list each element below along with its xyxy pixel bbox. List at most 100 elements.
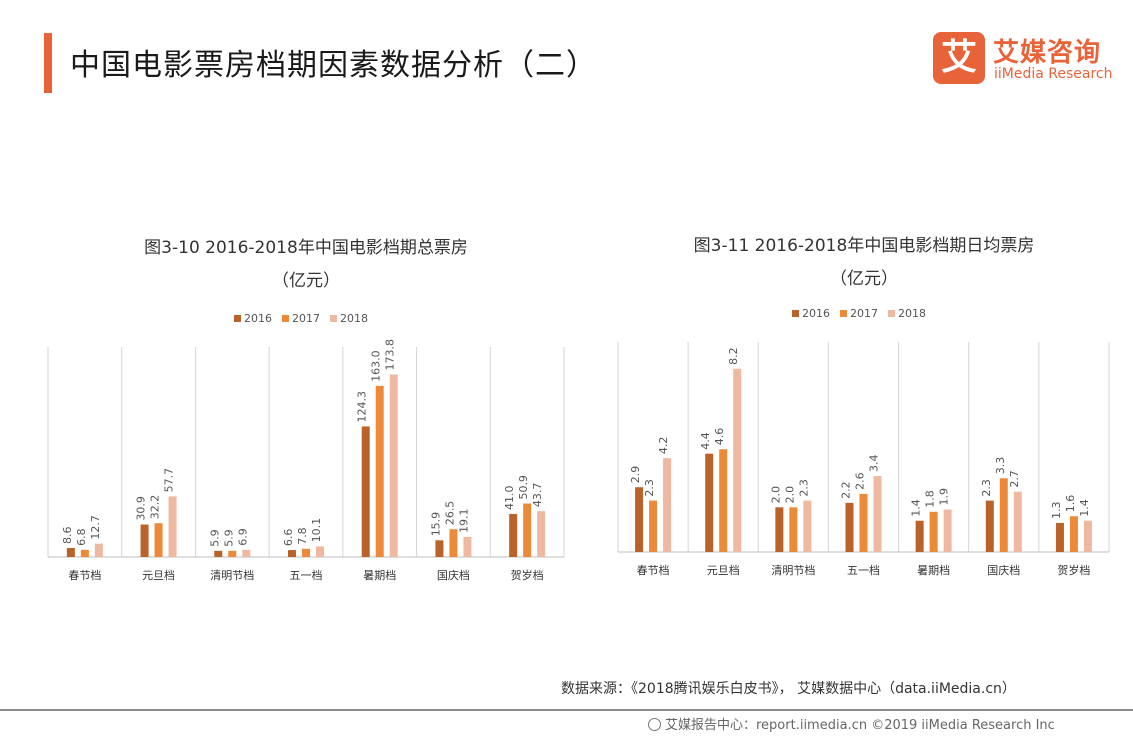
data-label: 2.3 <box>643 479 656 497</box>
bar <box>845 502 854 552</box>
bar <box>943 509 952 552</box>
bar <box>154 523 163 557</box>
data-label: 2.2 <box>840 481 853 499</box>
bar <box>1055 522 1064 552</box>
data-label: 2.9 <box>629 466 642 484</box>
bar <box>719 449 728 552</box>
data-label: 6.6 <box>282 529 295 547</box>
footer-text: 艾媒报告中心：report.iimedia.cn ©2019 iiMedia R… <box>665 718 1055 733</box>
data-label: 163.0 <box>370 350 383 382</box>
bar <box>361 426 370 557</box>
legend-swatch <box>282 315 289 322</box>
bar <box>705 453 714 552</box>
legend-swatch <box>840 310 847 317</box>
data-label: 41.0 <box>503 485 516 510</box>
bar <box>94 543 103 557</box>
data-label: 2.3 <box>980 479 993 497</box>
data-label: 2.3 <box>797 479 810 497</box>
data-label: 4.6 <box>713 428 726 446</box>
data-label: 32.2 <box>149 495 162 520</box>
data-label: 3.4 <box>868 455 881 473</box>
bar <box>66 547 75 557</box>
legend-swatch <box>792 310 799 317</box>
x-tick-label: 春节档 <box>68 568 101 582</box>
x-tick-label: 元旦档 <box>142 568 175 582</box>
footer: 艾媒报告中心：report.iimedia.cn ©2019 iiMedia R… <box>648 714 1055 733</box>
bar <box>140 524 149 557</box>
data-label: 6.8 <box>75 528 88 546</box>
bar <box>302 548 310 557</box>
x-tick-label: 国庆档 <box>987 563 1020 577</box>
data-label: 6.9 <box>236 528 249 546</box>
legend-label: 2018 <box>340 312 368 325</box>
x-tick-label: 清明节档 <box>771 563 815 577</box>
data-source: 数据来源：《2018腾讯娱乐白皮书》， 艾媒数据中心（data.iiMedia.… <box>561 681 1016 697</box>
globe-icon <box>648 718 661 731</box>
logo-english-name: iiMedia Research <box>994 66 1113 82</box>
bar <box>859 493 868 552</box>
data-label: 2.0 <box>783 486 796 504</box>
bar <box>389 374 398 557</box>
x-tick-label: 暑期档 <box>363 568 396 582</box>
bar <box>915 520 924 552</box>
bar <box>537 511 546 557</box>
data-label: 43.7 <box>531 483 544 508</box>
data-label: 1.6 <box>1064 495 1077 513</box>
data-label: 5.9 <box>208 529 221 547</box>
data-label: 30.9 <box>135 496 148 521</box>
legend-label: 2017 <box>292 312 320 325</box>
bar <box>80 549 89 557</box>
data-label: 1.4 <box>1078 499 1091 517</box>
bar <box>873 476 882 552</box>
x-tick-label: 元旦档 <box>707 563 740 577</box>
chart-2-title: 图3-11 2016-2018年中国电影档期日均票房 <box>693 236 1035 256</box>
data-label: 2.0 <box>769 486 782 504</box>
data-label: 124.3 <box>356 391 369 423</box>
x-tick-label: 五一档 <box>290 568 323 582</box>
bar <box>789 507 798 552</box>
data-label: 4.2 <box>657 437 670 455</box>
bar <box>463 536 472 557</box>
bar <box>242 549 251 557</box>
data-label: 15.9 <box>429 512 442 537</box>
legend-swatch <box>234 315 241 322</box>
bar <box>288 550 296 557</box>
footer-divider <box>0 709 1133 711</box>
bar <box>1069 516 1078 552</box>
data-label: 173.8 <box>384 339 397 371</box>
chart-1-unit: （亿元） <box>272 271 340 291</box>
data-label: 1.3 <box>1050 501 1063 519</box>
bar <box>803 500 812 552</box>
bar <box>435 540 444 557</box>
iimedia-logo: 艾 艾媒咨询 iiMedia Research <box>933 32 1113 88</box>
legend-label: 2018 <box>898 307 926 320</box>
data-label: 1.8 <box>924 490 937 508</box>
data-label: 8.2 <box>727 347 740 365</box>
legend-label: 2017 <box>850 307 878 320</box>
data-label: 5.9 <box>222 529 235 547</box>
x-tick-label: 清明节档 <box>210 568 254 582</box>
legend-swatch <box>330 315 337 322</box>
data-label: 1.4 <box>910 499 923 517</box>
x-tick-label: 贺岁档 <box>511 568 544 582</box>
bar <box>663 458 672 552</box>
data-label: 1.9 <box>938 488 951 506</box>
bar <box>649 500 658 552</box>
data-label: 57.7 <box>163 468 176 493</box>
bar <box>733 368 742 552</box>
x-tick-label: 春节档 <box>637 563 670 577</box>
bar <box>523 503 532 557</box>
bar <box>1083 520 1092 552</box>
legend-swatch <box>888 310 895 317</box>
bar <box>449 529 458 557</box>
bar <box>635 487 644 552</box>
data-label: 10.1 <box>310 518 323 543</box>
x-tick-label: 五一档 <box>847 563 880 577</box>
legend-label: 2016 <box>802 307 830 320</box>
data-label: 4.4 <box>699 432 712 450</box>
data-label: 50.9 <box>517 475 530 500</box>
data-label: 7.8 <box>296 527 309 545</box>
bar <box>228 550 237 557</box>
